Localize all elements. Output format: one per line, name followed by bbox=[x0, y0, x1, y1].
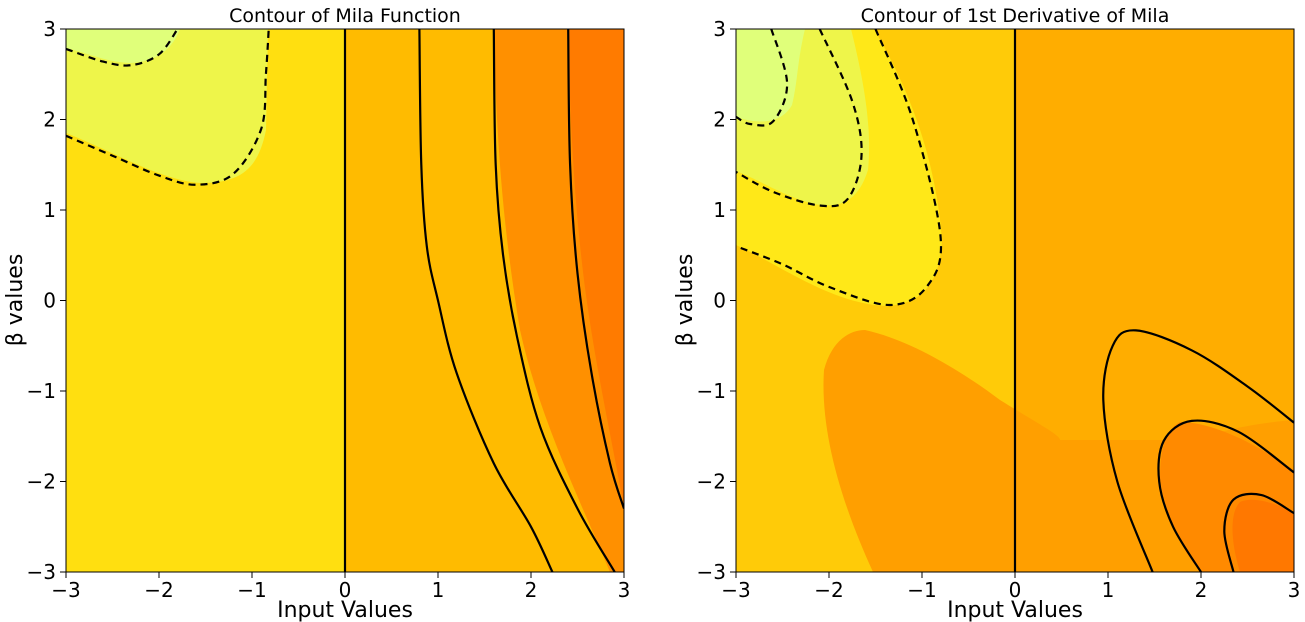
x-tick-label: 2 bbox=[525, 578, 538, 602]
y-tick-label: 0 bbox=[713, 289, 726, 313]
tick-labels: −3 −2 −1 0 1 2 3 3 2 1 0 −1 −2 −3 bbox=[27, 17, 631, 602]
y-tick-label: −1 bbox=[27, 379, 56, 403]
region-fill-lightest bbox=[736, 29, 805, 122]
tick-labels: −3 −2 −1 0 1 2 3 3 2 1 0 −1 −2 −3 bbox=[697, 17, 1301, 602]
contour-line-dashed bbox=[66, 29, 179, 67]
chart-title: Contour of Mila Function bbox=[229, 5, 461, 27]
axis-ticks bbox=[60, 28, 625, 578]
chart-mila-derivative: Contour of 1st Derivative of Mila −3 −2 −1… bbox=[673, 5, 1300, 622]
y-axis-label: β values bbox=[673, 254, 698, 347]
chart-mila-function: Contour of Mila Function −3 −2 −1 0 1 2 33210−… bbox=[3, 5, 630, 622]
region-fill-dark-orange bbox=[568, 29, 624, 508]
y-tick-label: 3 bbox=[43, 17, 56, 41]
x-axis-label: Input Values bbox=[277, 598, 413, 622]
chart-title: Contour of 1st Derivative of Mila bbox=[861, 5, 1170, 27]
x-tick-label: −1 bbox=[237, 578, 266, 602]
y-tick-label: −1 bbox=[697, 379, 726, 403]
y-tick-label: 2 bbox=[713, 108, 726, 132]
x-tick-label: −1 bbox=[907, 578, 936, 602]
y-tick-label: −2 bbox=[697, 470, 726, 494]
y-tick-label: −3 bbox=[697, 560, 726, 584]
x-tick-label: −2 bbox=[814, 578, 843, 602]
region-fill-dark-orange bbox=[1232, 499, 1294, 572]
plot-area bbox=[66, 29, 624, 572]
x-tick-label: 1 bbox=[1102, 578, 1115, 602]
region-fill-lightest bbox=[66, 29, 180, 63]
y-tick-label: −3 bbox=[27, 560, 56, 584]
contour-line-dashed bbox=[66, 29, 270, 186]
contour-line-solid bbox=[567, 29, 624, 509]
y-tick-label: 1 bbox=[43, 198, 56, 222]
x-tick-label: 3 bbox=[618, 578, 631, 602]
contour-line-solid bbox=[418, 29, 554, 572]
y-tick-label: 3 bbox=[713, 17, 726, 41]
y-tick-label: 0 bbox=[43, 289, 56, 313]
x-tick-label: 2 bbox=[1195, 578, 1208, 602]
x-axis-label: Input Values bbox=[947, 598, 1083, 622]
y-tick-label: 2 bbox=[43, 108, 56, 132]
y-tick-label: 1 bbox=[713, 198, 726, 222]
x-tick-label: 1 bbox=[432, 578, 445, 602]
contour-line-dashed bbox=[736, 29, 863, 208]
contour-lines bbox=[736, 29, 1294, 572]
x-tick-label: −2 bbox=[144, 578, 173, 602]
x-tick-label: 3 bbox=[1288, 578, 1301, 602]
contour-line-dashed bbox=[736, 29, 789, 127]
contour-line-solid bbox=[1102, 329, 1294, 572]
contour-line-dashed bbox=[736, 29, 943, 307]
x-tick-label: 0 bbox=[1009, 578, 1022, 602]
x-tick-label: −3 bbox=[51, 578, 80, 602]
contour-line-solid bbox=[492, 29, 616, 572]
contour-lines bbox=[66, 29, 624, 572]
contour-line-solid bbox=[1157, 419, 1294, 572]
region-fill-light bbox=[66, 29, 268, 183]
x-tick-label: 0 bbox=[339, 578, 352, 602]
y-tick-label: −2 bbox=[27, 470, 56, 494]
plot-area bbox=[736, 29, 1294, 572]
axis-ticks bbox=[730, 28, 1295, 578]
contour-line-solid bbox=[1223, 492, 1294, 572]
y-axis-label: β values bbox=[3, 254, 28, 347]
x-tick-label: −3 bbox=[721, 578, 750, 602]
